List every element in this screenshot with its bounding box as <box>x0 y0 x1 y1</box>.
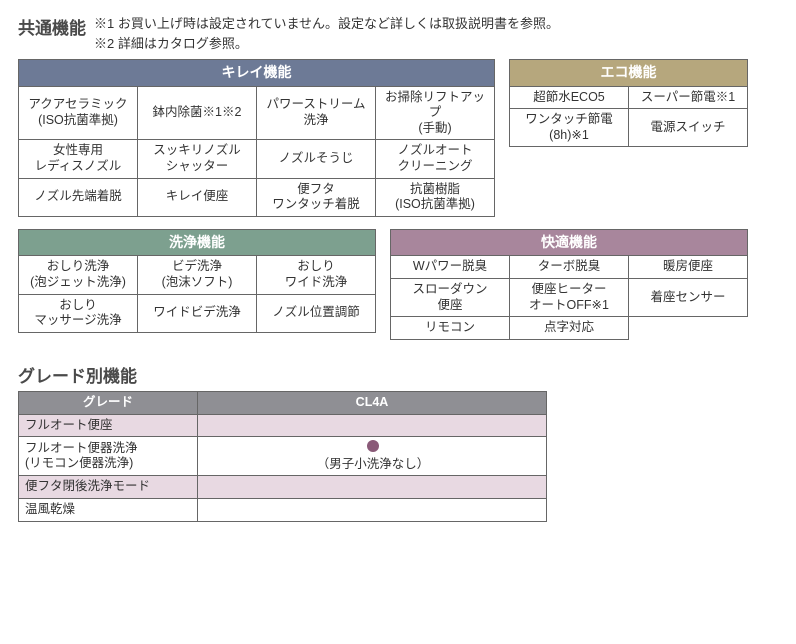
feature-cell: ノズルオートクリーニング <box>376 140 495 178</box>
feature-cell: スッキリノズルシャッター <box>138 140 257 178</box>
grade-table: グレードCL4Aフルオート便座フルオート便器洗浄(リモコン便器洗浄) （男子小洗浄… <box>18 391 547 522</box>
feature-cell: ビデ洗浄(泡沫ソフト) <box>138 256 257 294</box>
grade-row-label: フルオート便器洗浄(リモコン便器洗浄) <box>19 437 198 476</box>
feature-cell: 暖房便座 <box>629 256 748 279</box>
note-1: ※1 お買い上げ時は設定されていません。設定など詳しくは取扱説明書を参照。 <box>94 14 559 34</box>
grade-section-title: グレード別機能 <box>18 362 778 387</box>
feature-cell: パワーストリーム洗浄 <box>257 86 376 140</box>
grade-header-cell: CL4A <box>198 391 547 414</box>
grade-value-sub: （男子小洗浄なし） <box>204 457 542 473</box>
grade-row-label: フルオート便座 <box>19 414 198 437</box>
feature-cell: ワイドビデ洗浄 <box>138 294 257 332</box>
feature-cell: 女性専用レディスノズル <box>19 140 138 178</box>
feature-cell: ターボ脱臭 <box>510 256 629 279</box>
feature-cell: 便座ヒーターオートOFF※1 <box>510 279 629 317</box>
feature-cell: 超節水ECO5 <box>510 86 629 109</box>
feature-cell: スーパー節電※1 <box>629 86 748 109</box>
senjo-table: 洗浄機能おしり洗浄(泡ジェット洗浄)ビデ洗浄(泡沫ソフト)おしりワイド洗浄おしり… <box>18 229 376 333</box>
feature-cell: ノズル先端着脱 <box>19 178 138 216</box>
table-header: エコ機能 <box>510 60 748 87</box>
feature-cell: 便フタワンタッチ着脱 <box>257 178 376 216</box>
grade-row-value <box>198 499 547 522</box>
feature-dot-icon <box>367 440 379 452</box>
page-title: 共通機能 <box>18 14 86 39</box>
grade-row-label: 便フタ閉後洗浄モード <box>19 476 198 499</box>
feature-cell: おしりマッサージ洗浄 <box>19 294 138 332</box>
feature-cell: 着座センサー <box>629 279 748 317</box>
feature-cell: 鉢内除菌※1※2 <box>138 86 257 140</box>
feature-cell: リモコン <box>391 317 510 340</box>
feature-cell: 電源スイッチ <box>629 109 748 147</box>
feature-cell: ノズルそうじ <box>257 140 376 178</box>
table-header: キレイ機能 <box>19 60 495 87</box>
grade-header-cell: グレード <box>19 391 198 414</box>
feature-cell <box>629 317 748 340</box>
table-header: 快適機能 <box>391 229 748 256</box>
feature-cell: アクアセラミック(ISO抗菌準拠) <box>19 86 138 140</box>
feature-cell: お掃除リフトアップ(手動) <box>376 86 495 140</box>
feature-cell: 点字対応 <box>510 317 629 340</box>
eco-table: エコ機能超節水ECO5スーパー節電※1ワンタッチ節電(8h)※1電源スイッチ <box>509 59 748 147</box>
feature-cell: スローダウン便座 <box>391 279 510 317</box>
feature-cell: ノズル位置調節 <box>257 294 376 332</box>
feature-cell: ワンタッチ節電(8h)※1 <box>510 109 629 147</box>
grade-row-value <box>198 414 547 437</box>
notes-block: ※1 お買い上げ時は設定されていません。設定など詳しくは取扱説明書を参照。 ※2… <box>94 14 559 53</box>
kaiteki-table: 快適機能Wパワー脱臭ターボ脱臭暖房便座スローダウン便座便座ヒーターオートOFF※… <box>390 229 748 340</box>
table-header: 洗浄機能 <box>19 229 376 256</box>
feature-cell: Wパワー脱臭 <box>391 256 510 279</box>
note-2: ※2 詳細はカタログ参照。 <box>94 34 559 54</box>
grade-row-value: （男子小洗浄なし） <box>198 437 547 476</box>
grade-row-label: 温風乾燥 <box>19 499 198 522</box>
feature-cell: おしりワイド洗浄 <box>257 256 376 294</box>
grade-row-value <box>198 476 547 499</box>
feature-cell: キレイ便座 <box>138 178 257 216</box>
feature-cell: おしり洗浄(泡ジェット洗浄) <box>19 256 138 294</box>
kirei-table: キレイ機能アクアセラミック(ISO抗菌準拠)鉢内除菌※1※2パワーストリーム洗浄… <box>18 59 495 217</box>
feature-cell: 抗菌樹脂(ISO抗菌準拠) <box>376 178 495 216</box>
